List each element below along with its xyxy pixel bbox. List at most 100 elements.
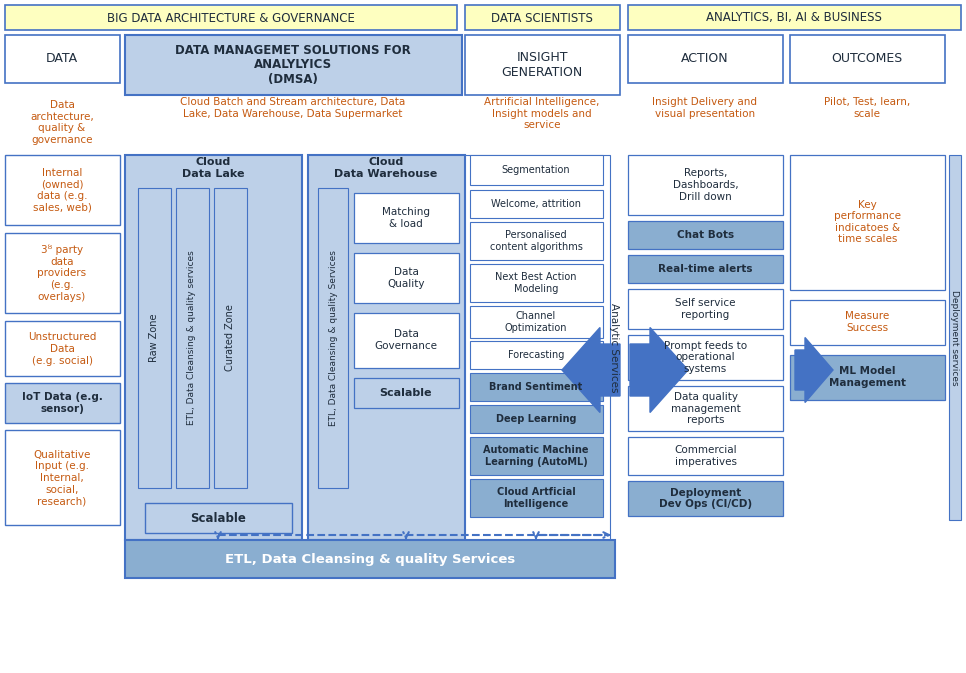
- FancyArrow shape: [630, 328, 688, 413]
- Text: Cloud Batch and Stream architecture, Data
Lake, Data Warehouse, Data Supermarket: Cloud Batch and Stream architecture, Dat…: [181, 97, 406, 118]
- FancyBboxPatch shape: [470, 264, 603, 302]
- FancyBboxPatch shape: [354, 313, 459, 368]
- FancyBboxPatch shape: [470, 341, 603, 369]
- FancyBboxPatch shape: [628, 335, 783, 380]
- FancyBboxPatch shape: [176, 188, 209, 488]
- FancyBboxPatch shape: [470, 479, 603, 517]
- Text: Brand Sentiment: Brand Sentiment: [490, 382, 582, 392]
- Text: Data
Governance: Data Governance: [375, 329, 438, 351]
- Text: DATA: DATA: [46, 52, 78, 65]
- Text: ETL, Data Cleansing & quality services: ETL, Data Cleansing & quality services: [187, 250, 196, 425]
- FancyBboxPatch shape: [470, 373, 603, 401]
- FancyBboxPatch shape: [125, 540, 615, 578]
- FancyBboxPatch shape: [470, 306, 603, 338]
- FancyBboxPatch shape: [628, 221, 783, 249]
- FancyBboxPatch shape: [5, 233, 120, 313]
- Text: Self service
reporting: Self service reporting: [675, 298, 736, 320]
- FancyBboxPatch shape: [628, 35, 783, 83]
- Text: Deep Learning: Deep Learning: [496, 414, 577, 424]
- FancyBboxPatch shape: [125, 35, 462, 95]
- Text: DATA MANAGEMET SOLUTIONS FOR
ANALYLYICS
(DMSA): DATA MANAGEMET SOLUTIONS FOR ANALYLYICS …: [175, 44, 411, 87]
- FancyBboxPatch shape: [214, 188, 247, 488]
- FancyBboxPatch shape: [470, 190, 603, 218]
- Text: Welcome, attrition: Welcome, attrition: [491, 199, 581, 209]
- Text: INSIGHT
GENERATION: INSIGHT GENERATION: [501, 51, 582, 79]
- Text: Channel
Optimization: Channel Optimization: [505, 311, 567, 333]
- FancyBboxPatch shape: [790, 300, 945, 345]
- FancyBboxPatch shape: [628, 481, 783, 516]
- FancyBboxPatch shape: [470, 155, 603, 185]
- Text: Prompt feeds to
operational
systems: Prompt feeds to operational systems: [664, 341, 747, 374]
- Text: Cloud
Data Warehouse: Cloud Data Warehouse: [334, 157, 438, 179]
- Text: Scalable: Scalable: [380, 388, 432, 398]
- Text: Forecasting: Forecasting: [508, 350, 564, 360]
- Text: Real-time alerts: Real-time alerts: [658, 264, 753, 274]
- FancyBboxPatch shape: [628, 5, 961, 30]
- FancyBboxPatch shape: [125, 155, 302, 540]
- FancyBboxPatch shape: [628, 155, 783, 215]
- Text: Chat Bots: Chat Bots: [677, 230, 734, 240]
- Text: ETL, Data Cleansing & quality Services: ETL, Data Cleansing & quality Services: [328, 250, 337, 426]
- Text: Reports,
Dashboards,
Drill down: Reports, Dashboards, Drill down: [672, 168, 738, 202]
- FancyBboxPatch shape: [5, 321, 120, 376]
- Text: Cloud Artficial
Intelligence: Cloud Artficial Intelligence: [497, 487, 576, 509]
- FancyBboxPatch shape: [5, 5, 457, 30]
- Text: Scalable: Scalable: [190, 511, 246, 524]
- Text: ANALYTICS, BI, AI & BUSINESS: ANALYTICS, BI, AI & BUSINESS: [706, 11, 882, 24]
- FancyBboxPatch shape: [628, 437, 783, 475]
- FancyBboxPatch shape: [5, 430, 120, 525]
- Text: Automatic Machine
Learning (AutoML): Automatic Machine Learning (AutoML): [483, 446, 588, 467]
- FancyBboxPatch shape: [308, 155, 465, 540]
- Text: Internal
(owned)
data (e.g.
sales, web): Internal (owned) data (e.g. sales, web): [33, 168, 92, 213]
- Text: Segmentation: Segmentation: [501, 165, 570, 175]
- Text: ML Model
Management: ML Model Management: [829, 366, 906, 388]
- FancyBboxPatch shape: [628, 386, 783, 431]
- FancyBboxPatch shape: [465, 155, 610, 540]
- FancyBboxPatch shape: [354, 378, 459, 408]
- FancyBboxPatch shape: [318, 188, 348, 488]
- Text: Raw Zone: Raw Zone: [149, 314, 159, 362]
- FancyBboxPatch shape: [790, 355, 945, 400]
- Text: Insight Delivery and
visual presentation: Insight Delivery and visual presentation: [652, 97, 757, 118]
- Text: Artrificial Intelligence,
Insight models and
service: Artrificial Intelligence, Insight models…: [484, 97, 600, 130]
- Text: ETL, Data Cleansing & quality Services: ETL, Data Cleansing & quality Services: [225, 553, 515, 565]
- Text: Deployment services: Deployment services: [951, 290, 959, 386]
- Text: Data
Quality: Data Quality: [387, 267, 425, 289]
- Text: Unstructured
Data
(e.g. social): Unstructured Data (e.g. social): [28, 332, 97, 365]
- Text: Cloud
Data Lake: Cloud Data Lake: [182, 157, 244, 179]
- FancyBboxPatch shape: [790, 155, 945, 290]
- FancyBboxPatch shape: [628, 289, 783, 329]
- FancyBboxPatch shape: [354, 193, 459, 243]
- Text: Data quality
management
reports: Data quality management reports: [670, 392, 740, 425]
- FancyBboxPatch shape: [5, 383, 120, 423]
- Text: IoT Data (e.g.
sensor): IoT Data (e.g. sensor): [21, 392, 102, 414]
- FancyBboxPatch shape: [145, 503, 292, 533]
- FancyBboxPatch shape: [470, 222, 603, 260]
- Text: Deployment
Dev Ops (CI/CD): Deployment Dev Ops (CI/CD): [659, 488, 753, 509]
- Text: Pilot, Test, learn,
scale: Pilot, Test, learn, scale: [824, 97, 910, 118]
- Text: OUTCOMES: OUTCOMES: [832, 52, 902, 65]
- FancyBboxPatch shape: [949, 155, 961, 520]
- Text: Personalised
content algorithms: Personalised content algorithms: [490, 230, 582, 252]
- FancyBboxPatch shape: [5, 35, 120, 83]
- FancyBboxPatch shape: [470, 437, 603, 475]
- Text: DATA SCIENTISTS: DATA SCIENTISTS: [491, 11, 593, 24]
- FancyBboxPatch shape: [790, 35, 945, 83]
- FancyBboxPatch shape: [354, 253, 459, 303]
- Text: Curated Zone: Curated Zone: [225, 305, 235, 371]
- FancyBboxPatch shape: [138, 188, 171, 488]
- FancyBboxPatch shape: [470, 405, 603, 433]
- Text: Commercial
imperatives: Commercial imperatives: [674, 446, 737, 467]
- FancyBboxPatch shape: [465, 35, 620, 95]
- Text: BIG DATA ARCHITECTURE & GOVERNANCE: BIG DATA ARCHITECTURE & GOVERNANCE: [107, 11, 355, 24]
- Text: Data
archtecture,
quality &
governance: Data archtecture, quality & governance: [30, 100, 94, 145]
- FancyArrow shape: [795, 337, 833, 402]
- Text: Measure
Success: Measure Success: [845, 311, 890, 333]
- Text: Matching
& load: Matching & load: [382, 207, 430, 229]
- FancyArrow shape: [562, 328, 620, 413]
- FancyBboxPatch shape: [5, 155, 120, 225]
- Text: ACTION: ACTION: [681, 52, 728, 65]
- FancyBboxPatch shape: [465, 5, 620, 30]
- Text: Next Best Action
Modeling: Next Best Action Modeling: [496, 272, 577, 294]
- FancyBboxPatch shape: [628, 255, 783, 283]
